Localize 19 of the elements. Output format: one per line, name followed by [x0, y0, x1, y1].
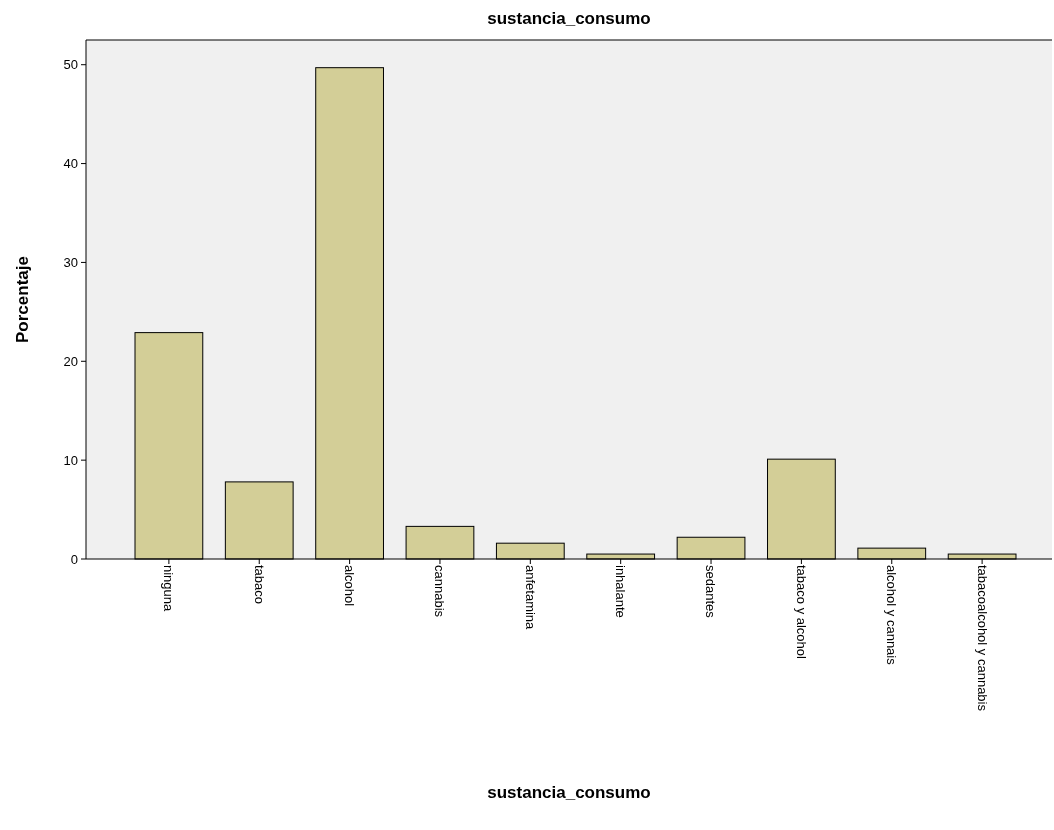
y-tick-label: 50 [63, 57, 78, 73]
x-tick-label: tabaco [251, 565, 267, 605]
y-axis-title: Porcentaje [13, 256, 32, 343]
x-tick-label: inhalante [613, 565, 629, 618]
x-tick-label: tabaco y alcohol [793, 565, 809, 660]
x-axis-title: sustancia_consumo [487, 783, 651, 802]
x-tick-label: alcohol y cannais [884, 565, 900, 666]
y-tick-label: 40 [63, 156, 78, 172]
y-tick-label: 10 [63, 452, 78, 468]
x-tick-label: cannabis [432, 565, 448, 618]
chart-title: sustancia_consumo [487, 9, 651, 28]
x-tick-label: alcohol [342, 565, 358, 607]
y-tick-label: 0 [70, 551, 78, 567]
y-tick-label: 30 [63, 254, 78, 270]
x-tick-label: sedantes [703, 565, 719, 619]
x-tick-label: ninguna [161, 565, 177, 613]
x-tick-label: anfetamina [522, 565, 538, 631]
y-tick-label: 20 [63, 353, 78, 369]
x-tick-label: tabacoalcohol y cannabis [974, 565, 990, 712]
